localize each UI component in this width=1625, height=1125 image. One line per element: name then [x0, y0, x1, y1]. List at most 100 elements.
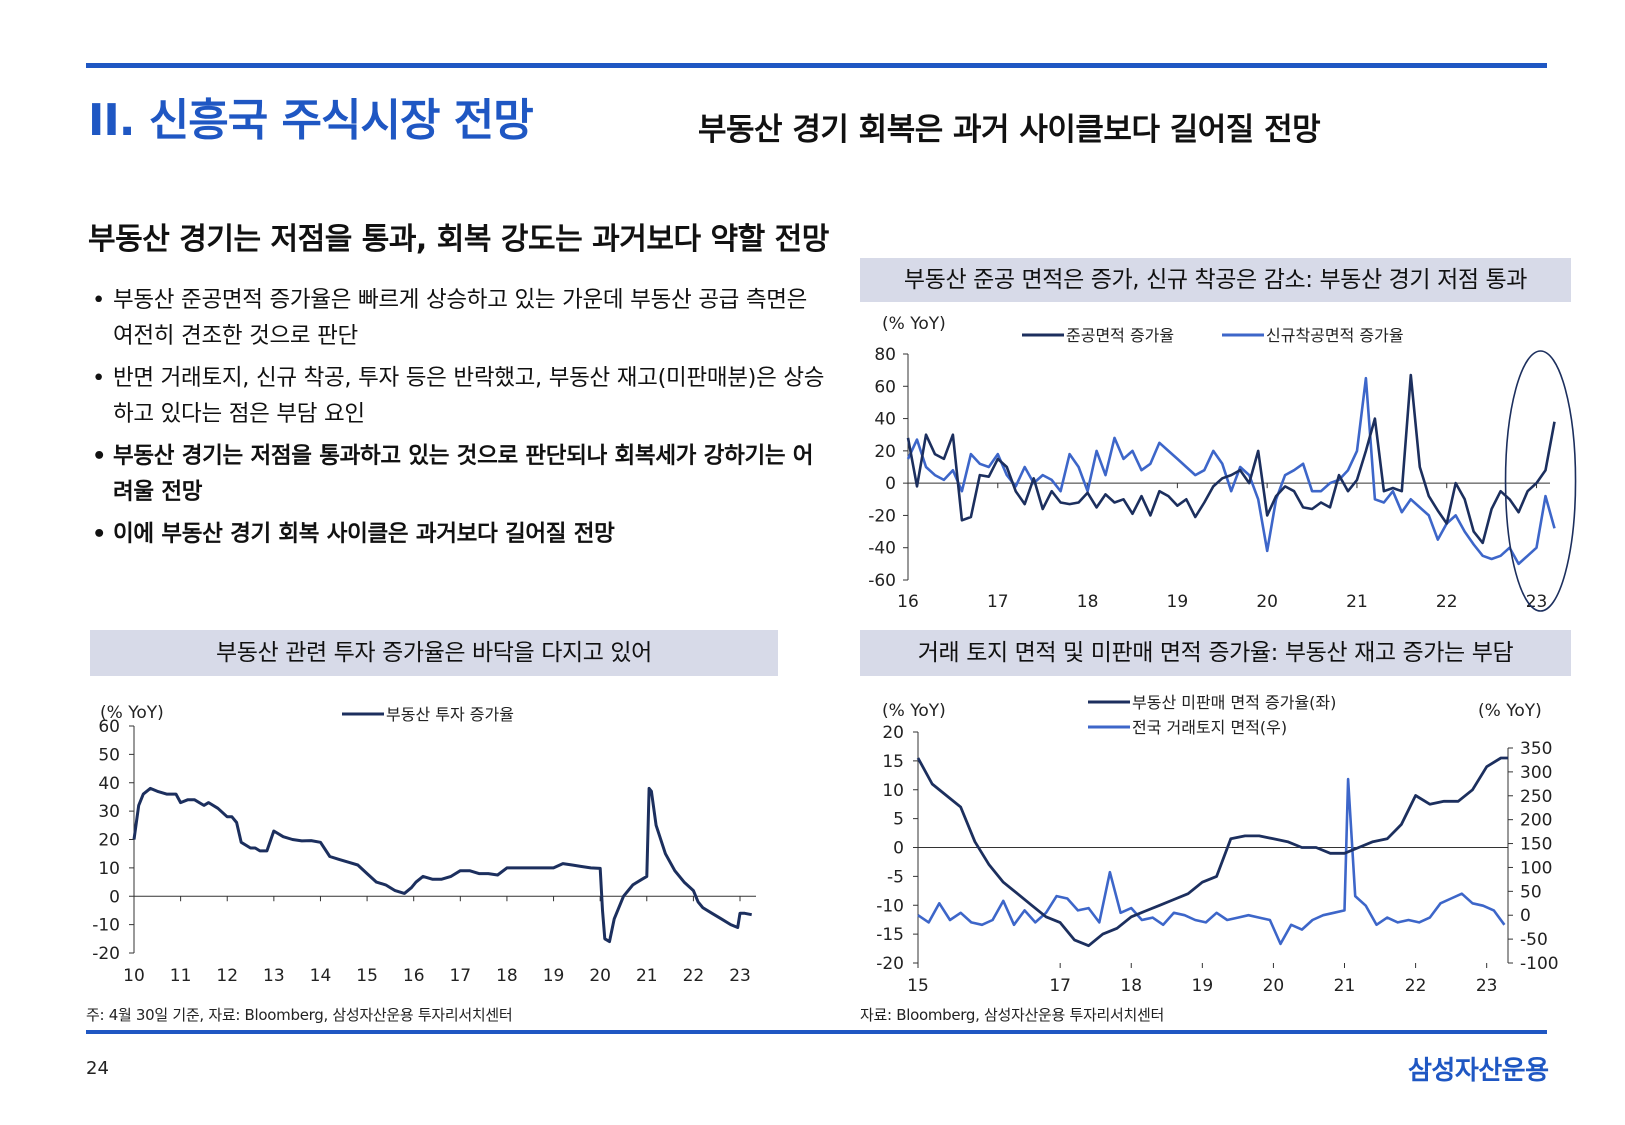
section-title: II. 신흥국 주식시장 전망	[88, 95, 534, 146]
series-investment-line	[132, 786, 752, 944]
x-tick-label: 21	[1346, 592, 1368, 612]
y-tick-label: 20	[98, 831, 120, 851]
left-tick-label: 20	[882, 723, 904, 743]
right-tick-label: 100	[1520, 858, 1552, 878]
y-tick-label: -40	[868, 539, 896, 559]
x-tick-label: 13	[263, 966, 285, 986]
left-tick-label: -15	[876, 925, 904, 945]
y-tick-label: 40	[98, 774, 120, 794]
x-tick-label: 22	[1405, 976, 1427, 996]
left-tick-label: -20	[876, 954, 904, 974]
y-tick-label: -60	[868, 571, 896, 591]
right-tick-label: -100	[1520, 954, 1559, 974]
right-tick-label: 300	[1520, 763, 1552, 783]
bullet-list: 부동산 준공면적 증가율은 빠르게 상승하고 있는 가운데 부동산 공급 측면은…	[92, 282, 832, 558]
source-note-right: 자료: Bloomberg, 삼성자산운용 투자리서치센터	[860, 1006, 1165, 1024]
left-tick-label: 15	[882, 752, 904, 772]
bullet-item: 부동산 준공면적 증가율은 빠르게 상승하고 있는 가운데 부동산 공급 측면은…	[92, 282, 832, 354]
y-tick-label: -10	[92, 916, 120, 936]
chart-completions-title: 부동산 준공 면적은 증가, 신규 착공은 감소: 부동산 경기 저점 통과	[860, 258, 1571, 302]
y-tick-label: 10	[98, 859, 120, 879]
right-tick-label: 250	[1520, 787, 1552, 807]
x-tick-label: 18	[1077, 592, 1099, 612]
x-tick-label: 16	[403, 966, 425, 986]
x-tick-label: 17	[1049, 976, 1071, 996]
series-unsold-inventory-line	[916, 756, 1508, 948]
bullet-item: 부동산 경기는 저점을 통과하고 있는 것으로 판단되나 회복세가 강하기는 어…	[92, 438, 832, 510]
series-land-transactions-line	[917, 777, 1506, 946]
bottom-divider	[86, 1030, 1547, 1034]
x-tick-label: 10	[123, 966, 145, 986]
x-tick-label: 23	[729, 966, 751, 986]
right-axis-unit-label: (% YoY)	[1478, 701, 1542, 721]
x-tick-label: 14	[310, 966, 332, 986]
page-number: 24	[86, 1058, 109, 1079]
x-tick-label: 19	[1167, 592, 1189, 612]
y-axis-unit-label: (% YoY)	[100, 703, 164, 723]
y-tick-label: 30	[98, 802, 120, 822]
y-tick-label: 0	[885, 474, 896, 494]
company-logo: 삼성자산운용	[1408, 1056, 1549, 1086]
x-tick-label: 20	[1256, 592, 1278, 612]
right-tick-label: -50	[1520, 930, 1548, 950]
left-axis-unit-label: (% YoY)	[882, 701, 946, 721]
left-tick-label: 0	[893, 839, 904, 859]
top-divider	[86, 63, 1547, 68]
x-tick-label: 19	[1192, 976, 1214, 996]
legend-land-transactions-label: 전국 거래토지 면적(우)	[1132, 718, 1287, 737]
y-tick-label: 80	[874, 345, 896, 365]
slide-headline: 부동산 경기 회복은 과거 사이클보다 길어질 전망	[698, 112, 1321, 148]
y-tick-label: 50	[98, 745, 120, 765]
left-tick-label: 10	[882, 781, 904, 801]
x-tick-label: 18	[1120, 976, 1142, 996]
right-tick-label: 350	[1520, 739, 1552, 759]
right-tick-label: 200	[1520, 811, 1552, 831]
right-tick-label: 150	[1520, 835, 1552, 855]
left-tick-label: -5	[887, 867, 904, 887]
chart-inventory-title: 거래 토지 면적 및 미판매 면적 증가율: 부동산 재고 증가는 부담	[860, 630, 1571, 676]
x-tick-label: 21	[1334, 976, 1356, 996]
source-note-left: 주: 4월 30일 기준, 자료: Bloomberg, 삼성자산운용 투자리서…	[86, 1006, 513, 1024]
x-tick-label: 22	[683, 966, 705, 986]
x-tick-label: 11	[170, 966, 192, 986]
bullet-item: 이에 부동산 경기 회복 사이클은 과거보다 길어질 전망	[92, 516, 832, 552]
x-tick-label: 15	[907, 976, 929, 996]
left-tick-label: -10	[876, 896, 904, 916]
series-completions-line	[906, 373, 1556, 545]
y-tick-label: -20	[868, 506, 896, 526]
y-tick-label: 40	[874, 410, 896, 430]
chart-land-and-unsold-inventory: (% YoY) (% YoY)20151050-5-10-15-203503002…	[876, 693, 1559, 996]
bullet-item: 반면 거래토지, 신규 착공, 투자 등은 반락했고, 부동산 재고(미판매분)…	[92, 360, 832, 432]
legend-starts-label: 신규착공면적 증가율	[1266, 326, 1404, 345]
x-tick-label: 23	[1526, 592, 1548, 612]
y-tick-label: -20	[92, 944, 120, 964]
x-tick-label: 20	[589, 966, 611, 986]
left-tick-label: 5	[893, 810, 904, 830]
x-tick-label: 19	[543, 966, 565, 986]
chart-investment-title: 부동산 관련 투자 증가율은 바닥을 다지고 있어	[90, 630, 778, 676]
x-tick-label: 17	[449, 966, 471, 986]
legend-completions-label: 준공면적 증가율	[1066, 326, 1174, 345]
x-tick-label: 12	[216, 966, 238, 986]
x-tick-label: 21	[636, 966, 658, 986]
y-tick-label: 0	[109, 887, 120, 907]
y-tick-label: 60	[874, 377, 896, 397]
x-tick-label: 23	[1476, 976, 1498, 996]
right-tick-label: 50	[1520, 882, 1542, 902]
legend-investment-label: 부동산 투자 증가율	[386, 705, 514, 724]
legend-unsold-inventory-label: 부동산 미판매 면적 증가율(좌)	[1132, 693, 1336, 712]
x-tick-label: 16	[897, 592, 919, 612]
y-axis-unit-label: (% YoY)	[882, 314, 946, 334]
y-tick-label: 60	[98, 717, 120, 737]
x-tick-label: 15	[356, 966, 378, 986]
x-tick-label: 17	[987, 592, 1009, 612]
y-tick-label: 20	[874, 442, 896, 462]
main-heading: 부동산 경기는 저점을 통과, 회복 강도는 과거보다 약할 전망	[88, 222, 829, 257]
highlight-ellipse	[1504, 350, 1577, 612]
right-tick-label: 0	[1520, 906, 1531, 926]
x-tick-label: 22	[1436, 592, 1458, 612]
series-starts-line	[906, 376, 1556, 566]
x-tick-label: 18	[496, 966, 518, 986]
